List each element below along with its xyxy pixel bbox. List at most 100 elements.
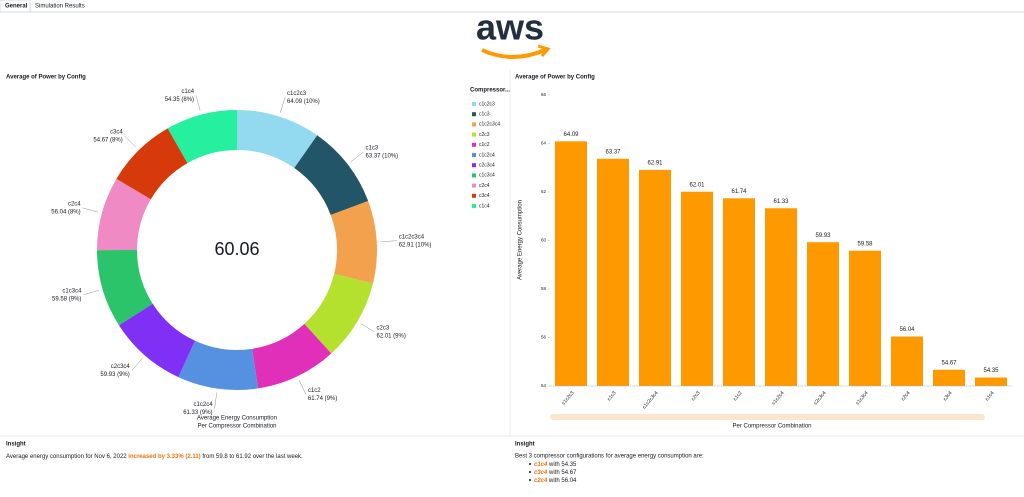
tab-label[interactable]: Simulation Results [35, 4, 85, 10]
bar-value-label: 59.93 [815, 233, 831, 239]
bar [723, 198, 755, 386]
legend-swatch [472, 102, 476, 106]
slice-label: c1c4 [181, 89, 194, 95]
bar [933, 369, 965, 386]
bar [765, 208, 797, 386]
bar-value-label: 59.58 [857, 241, 873, 247]
legend-label: c1c2c3 [479, 101, 495, 107]
x-axis-label: Per Compressor Combination [732, 424, 811, 430]
donut-slice [97, 250, 153, 326]
bar-value-label: 56.04 [899, 327, 915, 333]
center-value: 60.06 [214, 239, 259, 259]
bullet [529, 463, 531, 465]
slice-value-label: 59.93 (9%) [100, 372, 129, 378]
scrollbar[interactable] [550, 414, 985, 420]
bar-value-label: 62.91 [647, 161, 663, 167]
leader-line [298, 379, 307, 395]
insight-item: c1c4 with 54.35 [534, 462, 577, 468]
legend-swatch [472, 122, 476, 127]
chart-title: Average of Power by Config [6, 75, 86, 81]
bullet [529, 479, 531, 481]
y-tick-label: 60 [541, 238, 547, 243]
x-tick-label: c1c4 [984, 390, 996, 402]
insight-highlight: increased by 3.33% (2.11) [128, 454, 200, 460]
leader-line [380, 240, 397, 242]
slice-label: c1c2c3c4 [399, 234, 425, 240]
slice-value-label: 54.35 (8%) [165, 97, 194, 103]
leader-line [124, 135, 137, 148]
insight-intro: Best 3 compressor configurations for ave… [515, 454, 704, 460]
bar-value-label: 62.01 [689, 182, 705, 188]
leader-line [131, 358, 143, 371]
legend-label: c1c3 [479, 112, 490, 118]
leader-line [195, 95, 201, 111]
slice-value-label: 62.91 (10%) [399, 242, 432, 248]
x-tick-label: c3c4 [942, 390, 954, 402]
item-text: with 54.35 [548, 462, 577, 468]
slice-value-label: 63.37 (10%) [365, 154, 398, 160]
bar [597, 158, 629, 386]
y-axis-label: Average Energy Consumption [518, 200, 524, 280]
tab[interactable] [0, 0, 31, 13]
item-text: with 56.04 [548, 478, 577, 484]
bullet [529, 471, 531, 473]
x-tick-label: c2c4 [900, 390, 912, 402]
slice-label: c2c4 [68, 201, 81, 207]
donut-slice [237, 110, 318, 169]
legend-swatch [472, 173, 476, 178]
logo-smile [481, 48, 546, 59]
legend-label: c1c2c4 [479, 152, 495, 158]
legend-label: c2c3c4 [479, 163, 495, 169]
legend-label: c1c2 [479, 142, 490, 148]
legend-swatch [472, 142, 476, 147]
tab-label[interactable]: General [5, 4, 28, 10]
legend-swatch [472, 132, 476, 137]
slice-label: c2c3c4 [111, 364, 131, 370]
legend-swatch [472, 183, 476, 188]
slice-label: c1c2c4 [194, 402, 214, 408]
y-tick-label: 64 [541, 141, 547, 146]
leader-line [280, 97, 286, 113]
bar-value-label: 61.74 [731, 189, 747, 195]
legend-label: c1c2c3c4 [479, 122, 500, 128]
donut-slice [178, 340, 259, 391]
legend-label: c2c3 [479, 132, 490, 138]
donut-slice [167, 110, 237, 164]
leader-line [82, 207, 99, 213]
bar [639, 169, 671, 386]
y-tick-label: 58 [541, 286, 547, 291]
donut-slice [116, 128, 188, 200]
x-tick-label: c2c3 [690, 390, 702, 402]
legend-label: c1c4 [479, 203, 490, 209]
donut-slice [97, 178, 151, 251]
item-name: c2c4 [534, 478, 548, 484]
bar [555, 141, 587, 386]
donut-slice [252, 323, 332, 389]
x-tick-label: c1c3 [606, 390, 618, 402]
slice-value-label: 61.33 (9%) [183, 410, 212, 416]
legend-swatch [472, 112, 476, 117]
donut-slice [330, 201, 377, 284]
logo-arrow [537, 44, 551, 57]
bar-value-label: 54.35 [983, 368, 999, 374]
logo: aws [476, 7, 544, 48]
x-axis-label: Average Energy Consumption [197, 416, 277, 422]
legend-swatch [472, 153, 476, 157]
insight-title: Insight [6, 442, 26, 448]
legend-swatch [472, 193, 476, 198]
insight-item: c2c4 with 56.04 [534, 478, 577, 484]
slice-label: c1c2c3 [287, 91, 307, 97]
slice-value-label: 62.01 (9%) [377, 333, 406, 339]
donut-slice [304, 273, 373, 354]
leader-line [360, 323, 375, 333]
y-tick-label: 54 [541, 383, 547, 388]
legend-title: Compressor... [470, 88, 510, 94]
item-text: with 54.67 [548, 470, 577, 476]
slice-value-label: 61.74 (9%) [308, 396, 337, 402]
bar [849, 250, 881, 386]
leader-line [83, 290, 99, 296]
legend-swatch [472, 204, 476, 208]
bar [975, 377, 1007, 386]
leader-line [214, 392, 218, 409]
